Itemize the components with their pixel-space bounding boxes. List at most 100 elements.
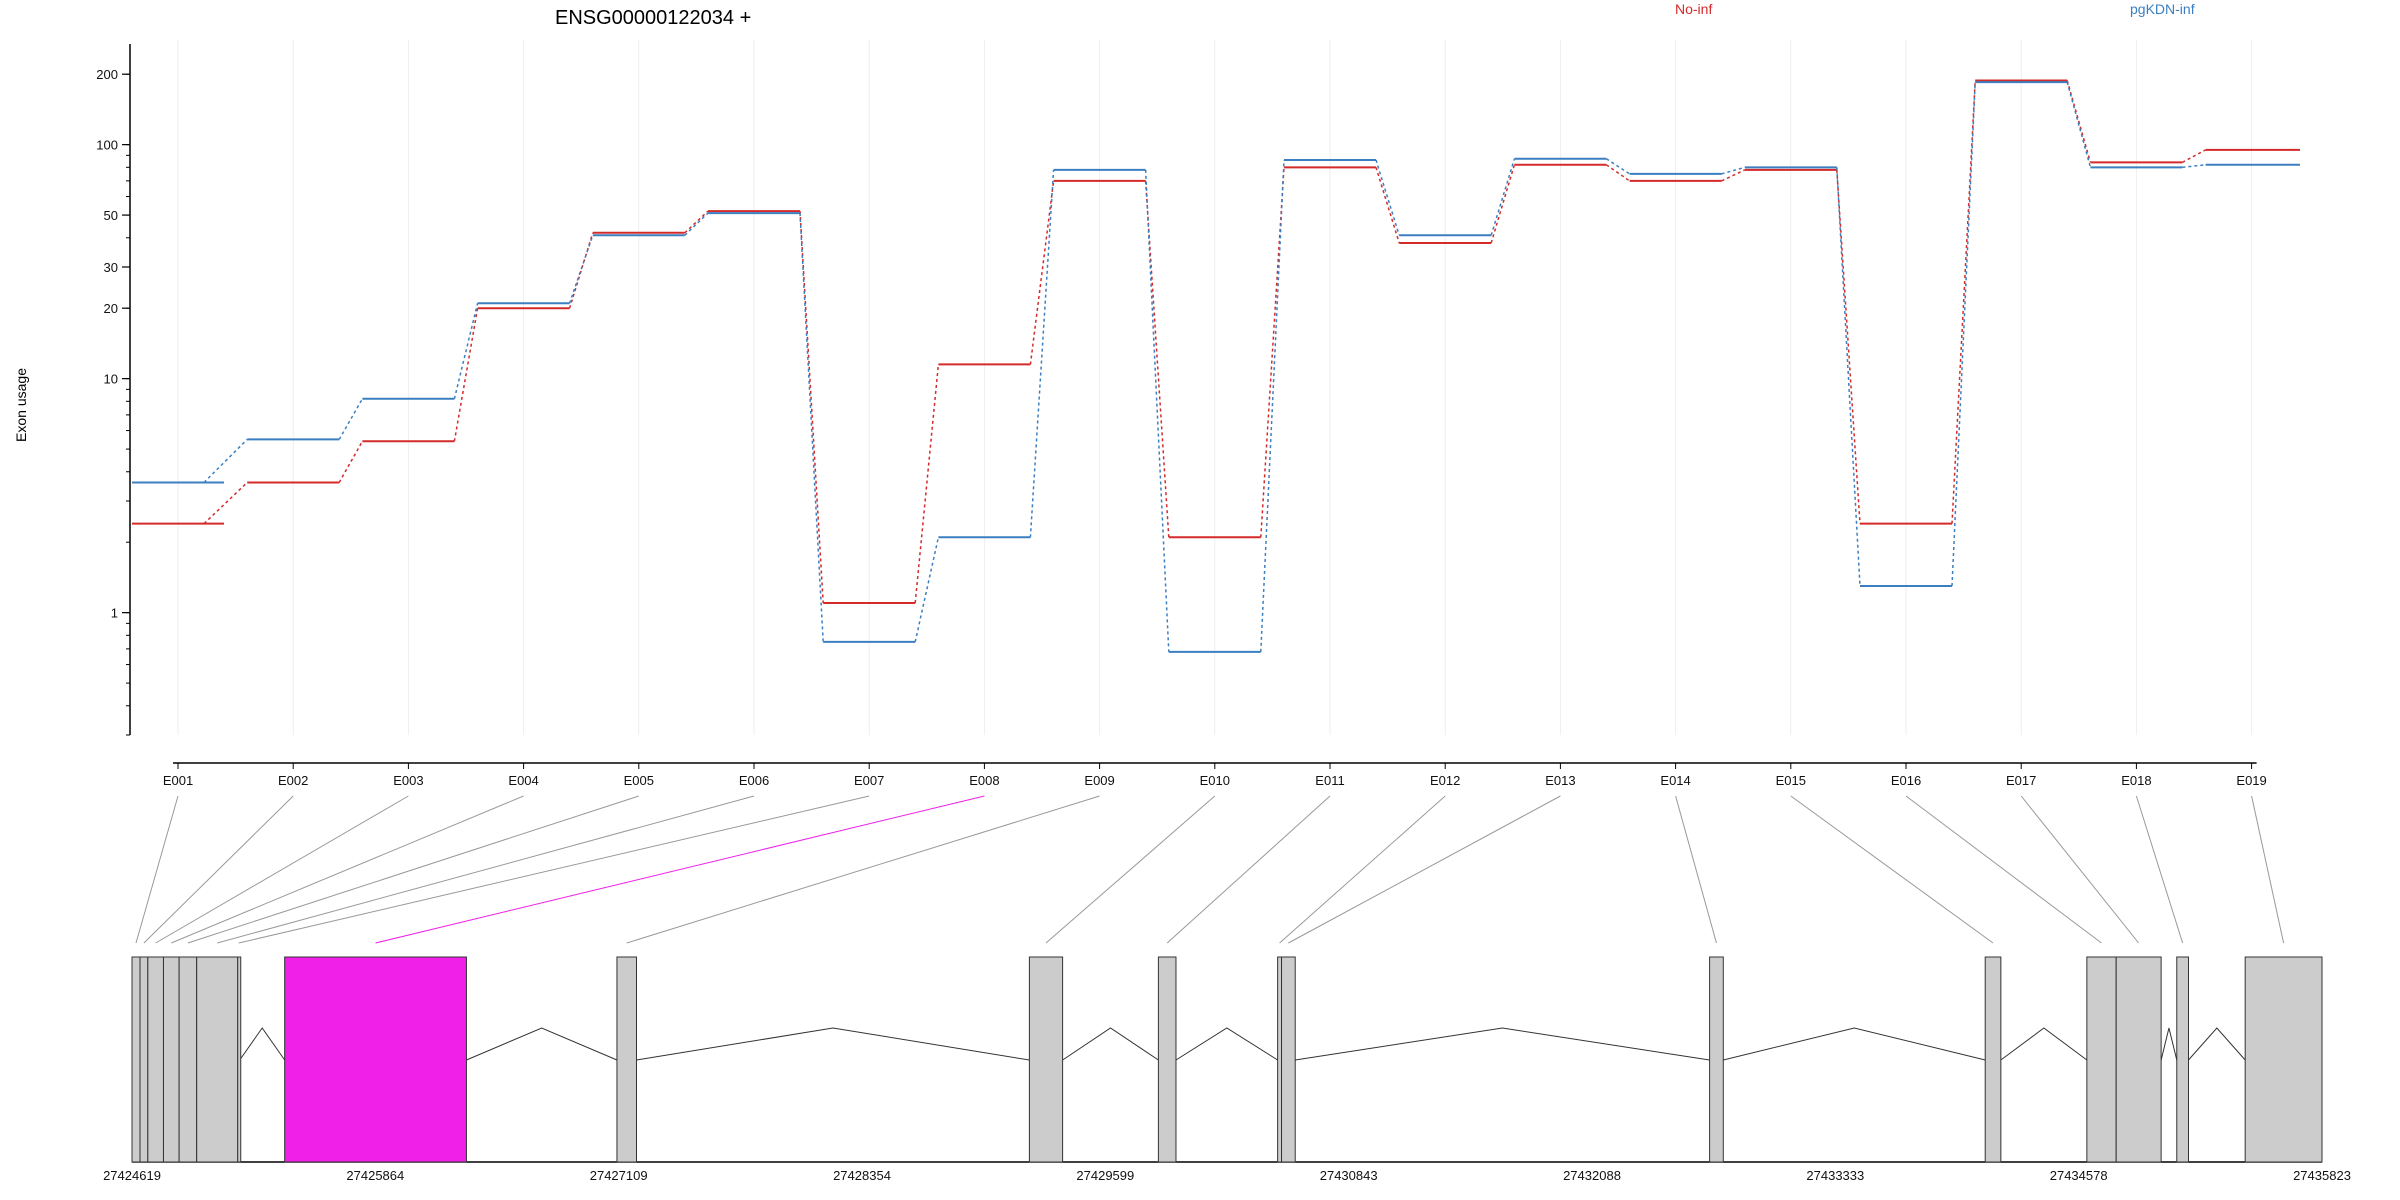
exon-connector: [1045, 795, 1216, 944]
intron-line: [466, 1027, 618, 1061]
exon-box-e009: [616, 956, 637, 1163]
exon-connector: [2135, 795, 2184, 944]
exon-box-e003: [147, 956, 164, 1163]
exon-connectors: [135, 795, 2285, 944]
series-connector: [914, 364, 940, 604]
series-connector: [1260, 159, 1285, 652]
chart-title: ENSG00000122034 +: [555, 7, 751, 29]
y-tick-label: 20: [104, 301, 118, 316]
series-connector: [1490, 158, 1516, 236]
intron-line: [1295, 1027, 1710, 1061]
series-lines: [132, 79, 2300, 653]
exon-box-e001: [131, 956, 141, 1163]
x-axis: E001 E002 E003 E004 E005 E006 E007 E008 E009 E010…: [163, 762, 2267, 788]
series-connector: [1490, 164, 1516, 244]
series-connector: [203, 481, 248, 525]
x-tick-label: E008: [969, 773, 999, 788]
x-tick-label: E015: [1776, 773, 1806, 788]
exon-box-e012: [1277, 956, 1283, 1163]
exon-connector: [375, 795, 985, 944]
series-connector: [203, 438, 248, 483]
exon-box-e016: [2086, 956, 2117, 1163]
coordinate-label: 27433333: [1806, 1168, 1864, 1183]
series-connector: [453, 303, 479, 399]
series-connector: [1605, 164, 1631, 182]
coordinate-label: 27425864: [346, 1168, 404, 1183]
legend-pgkdn-inf: pgKDN-inf: [2130, 1, 2195, 17]
series-connector: [1721, 169, 1746, 182]
y-axis: 1 10 20 30 50 100 200: [96, 44, 131, 736]
intron-line: [1723, 1027, 1986, 1061]
exon-connector: [135, 795, 179, 944]
series-connector: [1375, 159, 1400, 236]
exon-box-e007: [237, 956, 242, 1163]
series-connector: [2182, 149, 2206, 164]
exon-connector: [187, 795, 639, 944]
series-pgkdn-inf: [132, 81, 2300, 653]
x-tick-label: E019: [2236, 773, 2266, 788]
series-connector: [1144, 169, 1170, 652]
intron-line: [2188, 1027, 2246, 1061]
intron-line: [1175, 1027, 1278, 1061]
series-connector: [1836, 167, 1861, 587]
exon-connector: [2251, 795, 2285, 944]
coordinate-label: 27427109: [590, 1168, 648, 1183]
series-connector: [1260, 167, 1285, 538]
x-tick-label: E002: [278, 773, 308, 788]
intron-line: [239, 1027, 286, 1061]
exon-connector: [238, 795, 870, 944]
x-tick-label: E007: [854, 773, 884, 788]
coordinate-label: 27428354: [833, 1168, 891, 1183]
exon-connector: [1675, 795, 1717, 944]
series-connector: [914, 537, 940, 643]
intron-line: [1062, 1027, 1159, 1061]
series-connector: [1029, 169, 1055, 538]
y-axis-label: Exon usage: [13, 368, 29, 442]
exon-box-e018: [2176, 956, 2189, 1163]
series-connector: [684, 210, 709, 234]
exon-box-e013: [1281, 956, 1296, 1163]
coordinate-label: 27434578: [2050, 1168, 2108, 1183]
x-tick-label: E011: [1315, 773, 1344, 788]
exon-connector: [155, 795, 409, 944]
x-tick-label: E012: [1430, 773, 1460, 788]
gene-model: 27424619 27425864 27427109 27428354 27429599…: [103, 956, 2351, 1183]
coordinate-label: 27432088: [1563, 1168, 1621, 1183]
series-connector: [1144, 180, 1170, 538]
exon-connector: [1279, 795, 1446, 944]
intron-line: [2160, 1027, 2178, 1061]
exon-connector: [171, 795, 524, 944]
y-tick-label: 1: [111, 606, 118, 621]
exon-box-e019: [2244, 956, 2323, 1163]
exon-box-e005: [178, 956, 198, 1163]
exon-connector: [1905, 795, 2102, 944]
exon-connector: [143, 795, 294, 944]
series-connector: [1605, 158, 1631, 175]
x-tick-label: E009: [1084, 773, 1114, 788]
series-connector: [684, 212, 709, 236]
x-tick-label: E013: [1545, 773, 1575, 788]
intron-line: [2000, 1027, 2088, 1061]
series-connector: [568, 235, 594, 304]
series-connector: [1721, 166, 1746, 175]
exon-connector: [626, 795, 1100, 944]
exon-box-e017: [2115, 956, 2162, 1163]
y-tick-label: 200: [96, 67, 118, 82]
series-connector: [2182, 164, 2206, 169]
exon-connector: [1790, 795, 1994, 944]
x-tick-label: E016: [1891, 773, 1921, 788]
series-connector: [1951, 80, 1976, 524]
series-connector: [2066, 80, 2092, 163]
x-tick-label: E017: [2006, 773, 2036, 788]
series-connector: [2066, 81, 2092, 168]
exon-connector: [2020, 795, 2140, 944]
exon-connector: [1288, 795, 1561, 944]
series-connector: [453, 308, 479, 442]
x-tick-label: E006: [739, 773, 769, 788]
x-tick-label: E005: [624, 773, 654, 788]
y-tick-label: 50: [104, 208, 118, 223]
x-tick-label: E003: [393, 773, 423, 788]
exon-box-e004: [162, 956, 180, 1163]
intron-line: [636, 1027, 1030, 1061]
